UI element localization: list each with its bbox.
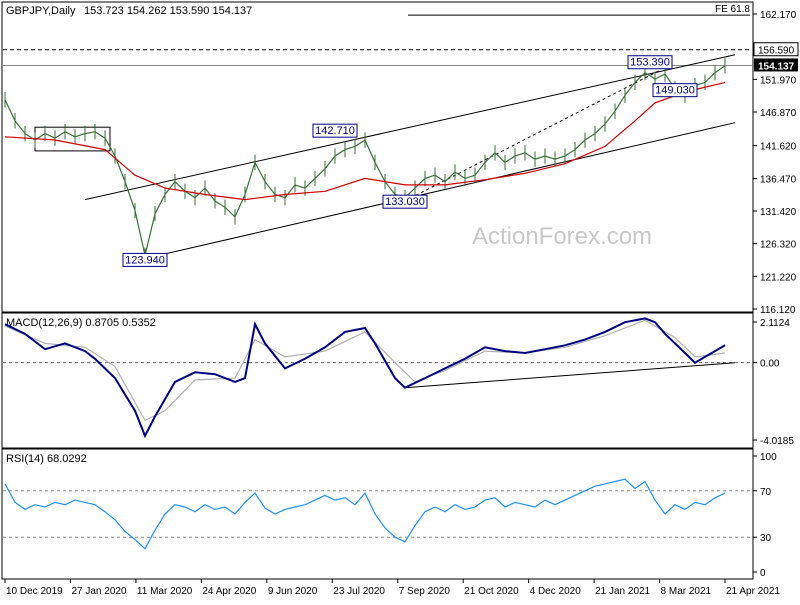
- ema-series-line: [4, 81, 726, 201]
- x-tick-label: 10 Dec 2019: [6, 586, 63, 597]
- price-y-tick-label: 136.470: [760, 175, 797, 186]
- rsi-panel: [1, 448, 754, 580]
- level-value-label: 156.590: [758, 46, 795, 57]
- annotation-box: [652, 83, 698, 98]
- macd-trendline: [404, 362, 736, 389]
- rsi-y-tick-label: 30: [760, 533, 772, 544]
- current-price-box: [754, 58, 798, 72]
- x-tick-label: 11 Mar 2020: [137, 586, 193, 597]
- price-panel: [1, 1, 754, 313]
- annotation-label: 149.030: [655, 85, 695, 97]
- rsi-y-tick-label: 70: [760, 487, 772, 498]
- x-tick-label: 4 Dec 2020: [530, 586, 582, 597]
- lower-channel-line: [144, 122, 736, 259]
- dashed-trend-line: [404, 69, 661, 202]
- upper-channel-line: [84, 54, 736, 201]
- annotation-label: 133.030: [385, 196, 425, 208]
- x-tick-label: 21 Jan 2021: [595, 586, 650, 597]
- macd-panel: [1, 312, 754, 449]
- x-tick-label: 21 Oct 2020: [464, 586, 519, 597]
- price-y-tick-label: 162.170: [760, 10, 797, 21]
- price-y-tick-label: 131.420: [760, 207, 797, 218]
- rsi-y-tick-label: 0: [760, 568, 766, 579]
- macd-y-tick-label: 2.1124: [760, 318, 790, 329]
- x-tick-label: 24 Apr 2020: [202, 586, 256, 597]
- annotation-box: [312, 123, 358, 138]
- macd-signal-line: [4, 319, 726, 422]
- price-y-tick-label: 121.220: [760, 272, 797, 283]
- annotation-box: [122, 252, 168, 267]
- fe-level-label: FE 61.8: [715, 4, 750, 15]
- level-value-box: [753, 42, 799, 57]
- axis-layer: 162.170 151.970 146.870 141.620 136.470 131.4…: [4, 10, 797, 597]
- macd-layer: [3, 317, 752, 439]
- ohlc-readout: 153.723 154.262 153.590 154.137: [84, 5, 252, 17]
- annotation-label: 123.940: [125, 254, 165, 266]
- annotation-label: 153.390: [630, 57, 670, 69]
- price-y-tick-label: 146.870: [760, 108, 797, 119]
- x-tick-label: 7 Sep 2020: [399, 586, 451, 597]
- x-tick-label: 21 Apr 2021: [726, 586, 780, 597]
- current-price-label: 154.137: [758, 61, 795, 72]
- price-layer: FE 61.8 156.590 154.137 123.940 142.710 133.0…: [3, 4, 799, 267]
- watermark: ActionForex.com: [472, 223, 652, 250]
- x-tick-label: 27 Jan 2020: [71, 586, 126, 597]
- x-tick-label: 9 Jun 2020: [268, 586, 318, 597]
- macd-y-tick-label: -4.0185: [760, 436, 794, 447]
- price-y-tick-label: 126.320: [760, 240, 797, 251]
- rsi-layer: [3, 478, 752, 550]
- annotation-label: 142.710: [315, 125, 355, 137]
- annotation-box: [627, 55, 673, 70]
- annotation-box: [382, 194, 428, 209]
- macd-y-tick-label: 0.00: [760, 359, 780, 370]
- price-y-tick-label: 116.120: [760, 305, 796, 316]
- macd-line: [4, 317, 726, 439]
- x-tick-label: 23 Jul 2020: [333, 586, 385, 597]
- price-y-tick-label: 141.620: [760, 142, 797, 153]
- x-tick-label: 8 Mar 2021: [661, 586, 712, 597]
- macd-legend: MACD(12,26,9) 0.8705 0.5352: [6, 317, 156, 329]
- rsi-line: [4, 478, 726, 550]
- price-y-tick-label: 151.970: [760, 75, 797, 86]
- chart-title: GBPJPY,Daily: [6, 5, 76, 17]
- price-series-line: [4, 65, 726, 256]
- rsi-legend: RSI(14) 68.0292: [6, 453, 87, 465]
- rsi-y-tick-label: 100: [760, 452, 777, 463]
